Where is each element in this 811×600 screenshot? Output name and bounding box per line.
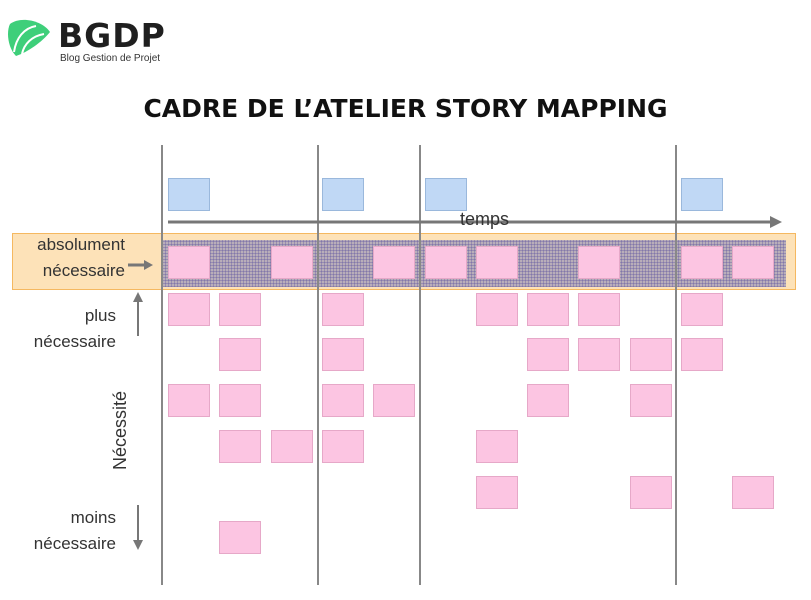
time-label: temps xyxy=(460,209,510,229)
story-card xyxy=(629,338,672,371)
story-card xyxy=(270,246,313,279)
story-card xyxy=(681,293,723,326)
divider xyxy=(161,145,163,585)
logo-tagline: Blog Gestion de Projet xyxy=(60,53,161,64)
story-card xyxy=(629,384,672,417)
story-card xyxy=(475,430,518,463)
activity-card xyxy=(321,178,364,211)
story-card xyxy=(475,293,518,326)
story-card xyxy=(270,430,313,463)
story-card xyxy=(373,384,416,417)
story-card xyxy=(424,246,467,279)
label-absolutely-needed: absolument nécessaire xyxy=(37,235,125,280)
divider xyxy=(675,145,677,585)
divider xyxy=(317,145,319,585)
story-card xyxy=(578,246,621,279)
story-card xyxy=(219,293,262,326)
story-card xyxy=(219,521,262,554)
story-card xyxy=(527,338,570,371)
story-card xyxy=(321,338,364,371)
story-card xyxy=(578,293,621,326)
story-card xyxy=(475,476,518,509)
activity-card xyxy=(681,178,723,211)
story-card xyxy=(527,293,570,326)
story-card xyxy=(219,384,262,417)
page-title: CADRE DE L’ATELIER STORY MAPPING xyxy=(143,94,668,123)
story-card xyxy=(168,384,210,417)
story-card xyxy=(373,246,416,279)
story-card xyxy=(321,430,364,463)
divider xyxy=(419,145,421,585)
story-card xyxy=(321,384,364,417)
activity-card xyxy=(424,178,467,211)
story-card xyxy=(681,338,723,371)
story-card xyxy=(475,246,518,279)
story-card xyxy=(321,293,364,326)
label-more-needed: plus nécessaire xyxy=(33,306,116,351)
activity-card xyxy=(168,178,210,211)
label-less-needed: moins nécessaire xyxy=(33,508,116,553)
story-card xyxy=(629,476,672,509)
logo-icon xyxy=(8,19,50,56)
necessity-axis-label: Nécessité xyxy=(110,390,130,470)
logo-name: BGDP xyxy=(58,16,166,55)
story-card xyxy=(219,338,262,371)
story-card xyxy=(168,293,210,326)
story-card xyxy=(578,338,621,371)
story-card xyxy=(732,476,775,509)
time-arrow-head xyxy=(770,216,782,228)
story-card xyxy=(219,430,262,463)
story-card xyxy=(732,246,775,279)
story-card xyxy=(681,246,723,279)
story-card xyxy=(168,246,210,279)
story-card xyxy=(527,384,570,417)
